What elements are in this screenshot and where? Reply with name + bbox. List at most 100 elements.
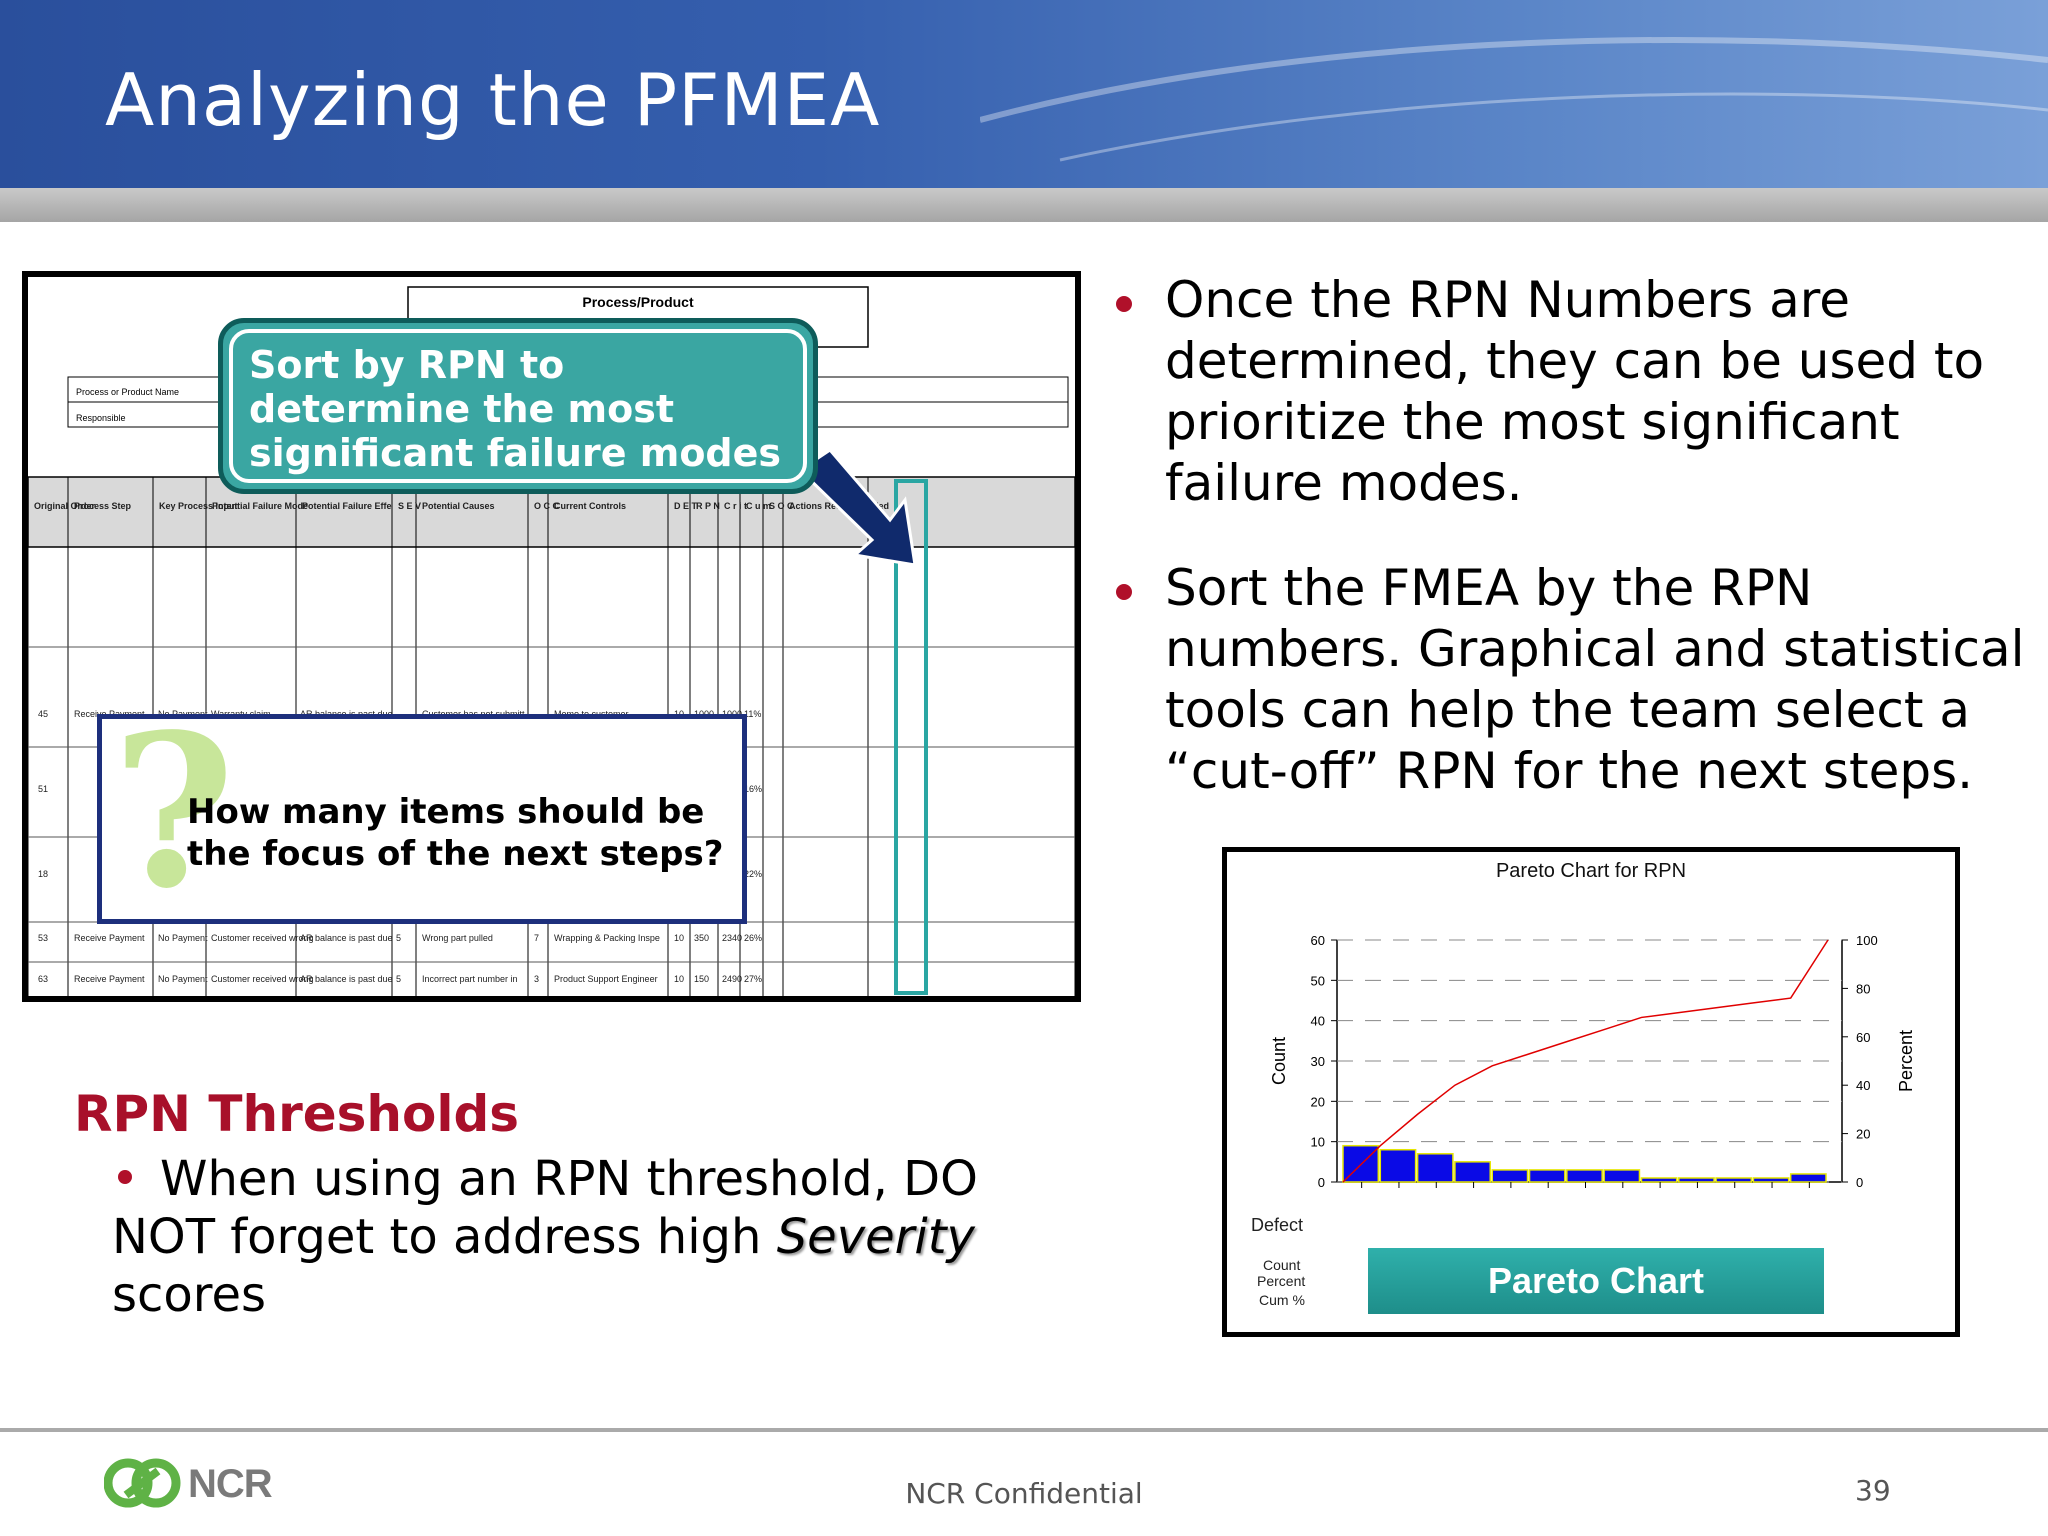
pareto-ylabel: Count [1269,1037,1289,1085]
pareto-chart-image: Pareto Chart for RPN 0 10 20 30 40 50 60 0 20 40 6… [1222,847,1960,1337]
footer-line [0,1428,2048,1432]
pareto-y2tick-label: 0 [1856,1175,1863,1190]
fmea-cell: Customer received wrong [211,933,314,943]
pareto-y2tick-label: 80 [1856,981,1870,996]
pareto-bar [1715,1177,1753,1183]
pareto-bar [1528,1169,1566,1183]
fmea-cell: 11% [744,709,761,719]
pareto-bar [1566,1169,1603,1183]
fmea-cell: 10 [674,974,684,984]
fmea-column-header: R P N [696,501,720,511]
pareto-row-label-cum: Cum % [1259,1292,1305,1308]
header-band [0,188,2048,222]
page-number: 39 [1855,1474,1891,1507]
pareto-chart-svg: 0 10 20 30 40 50 60 0 20 40 60 80 100 Count Percent [1269,933,1916,1190]
fmea-cell: 53 [38,933,48,943]
pareto-row-label-percent: Percent [1257,1273,1306,1289]
bullet-list: Once the RPN Numbers are determined, the… [1110,270,2040,846]
pareto-bar [1416,1153,1454,1183]
fmea-meta-responsible: Responsible [76,413,126,423]
fmea-column-header: Actions Recommended [789,501,889,511]
fmea-column-header: C u m [746,501,771,511]
pareto-bar [1789,1173,1827,1183]
fmea-cell: AR balance is past due [300,933,393,943]
fmea-cell: 3 [534,974,539,984]
fmea-cell: 27% [744,974,762,984]
fmea-column-header: O C C [534,501,560,511]
question-text: How many items should be the focus of th… [187,792,724,874]
pareto-ytick-label: 30 [1311,1054,1325,1069]
thresholds-body: When using an RPN threshold, DO NOT forg… [112,1150,1032,1324]
bullet-text: Sort the FMEA by the RPN numbers. Graphi… [1165,559,2025,800]
fmea-column-header: Process Step [74,501,132,511]
fmea-cell: Receive Payment [74,974,145,984]
fmea-column-header: Potential Failure Effe [302,501,392,511]
fmea-cell: 350 [694,933,709,943]
pareto-bar [1491,1169,1529,1183]
fmea-cell: 16% [744,784,762,794]
fmea-cell: 45 [38,709,48,719]
fmea-column-header: Potential Failure Mode [212,501,308,511]
thresholds-text-post: scores [112,1267,266,1323]
fmea-column-header: Key Process Input [159,501,238,511]
fmea-cell: 26% [744,933,762,943]
bullet-dot-icon [1116,296,1132,312]
fmea-cell: No Payment [158,933,208,943]
fmea-column-header: S E V [398,501,421,511]
question-box: ? How many items should be the focus of … [97,707,747,924]
pareto-bar [1379,1148,1417,1183]
pareto-ytick-label: 50 [1311,973,1325,988]
fmea-cell: Wrapping & Packing Inspe [554,933,660,943]
ncr-logo-icon [104,1458,181,1508]
pareto-y2tick-label: 60 [1856,1030,1870,1045]
thresholds-text-emphasis: Severity [776,1209,975,1265]
pareto-ytick-label: 40 [1311,1014,1325,1029]
fmea-column-header: Original Order [34,501,96,511]
pareto-cum-line [1342,939,1829,1183]
pareto-bar [1752,1177,1790,1183]
fmea-header-label: Process/Product [582,294,694,310]
bullet-text: Once the RPN Numbers are determined, the… [1165,271,1985,512]
fmea-cell: 51 [38,784,48,794]
pareto-y2tick-label: 20 [1856,1127,1870,1142]
fmea-column-header: C r i t [724,501,747,511]
fmea-cell: Wrong part pulled [422,933,493,943]
question-mark-icon: ? [112,688,236,935]
fmea-cell: 150 [694,974,709,984]
fmea-cell: 5 [396,974,401,984]
pareto-ytick-label: 20 [1311,1094,1325,1109]
fmea-cell: Product Support Engineer [554,974,658,984]
fmea-cell: Receive Payment [74,933,145,943]
pareto-chart-button[interactable]: Pareto Chart [1368,1248,1824,1314]
fmea-cell: 7 [534,933,539,943]
pareto-y2label: Percent [1896,1030,1916,1092]
pareto-ytick-label: 10 [1311,1135,1325,1150]
bullet-item: Sort the FMEA by the RPN numbers. Graphi… [1110,558,2040,802]
pareto-bar [1678,1177,1715,1183]
pareto-y2tick-label: 100 [1856,933,1878,948]
fmea-cell: Incorrect part number in [422,974,518,984]
pareto-title: Pareto Chart for RPN [1495,860,1687,882]
sort-rpn-callout-text: Sort by RPN to determine the most signif… [229,329,807,483]
fmea-cell: No Payment [158,974,208,984]
fmea-meta-product: Process or Product Name [76,387,179,397]
fmea-cell: 63 [38,974,48,984]
fmea-cell: 2490 [722,974,742,984]
fmea-cell: 5 [396,933,401,943]
fmea-cell: AR balance is past due [300,974,393,984]
thresholds-text-pre: When using an RPN threshold, DO NOT forg… [112,1151,978,1265]
bullet-dot-icon [118,1170,132,1184]
fmea-cell: 10 [674,933,684,943]
sort-rpn-callout: Sort by RPN to determine the most signif… [218,318,818,494]
ncr-logo-text: NCR [188,1462,273,1506]
rpn-column-highlight [894,479,928,995]
fmea-cell: Customer received wrong [211,974,314,984]
fmea-column-header: Current Controls [554,501,626,511]
pareto-ytick-label: 60 [1311,933,1325,948]
pareto-bar [1454,1161,1491,1183]
pareto-y2tick-label: 40 [1856,1078,1870,1093]
slide-header: Analyzing the PFMEA [0,0,2048,188]
fmea-column-header: Potential Causes [422,501,495,511]
pareto-row-label-defect: Defect [1251,1215,1304,1235]
footer-confidential: NCR Confidential [905,1477,1143,1510]
